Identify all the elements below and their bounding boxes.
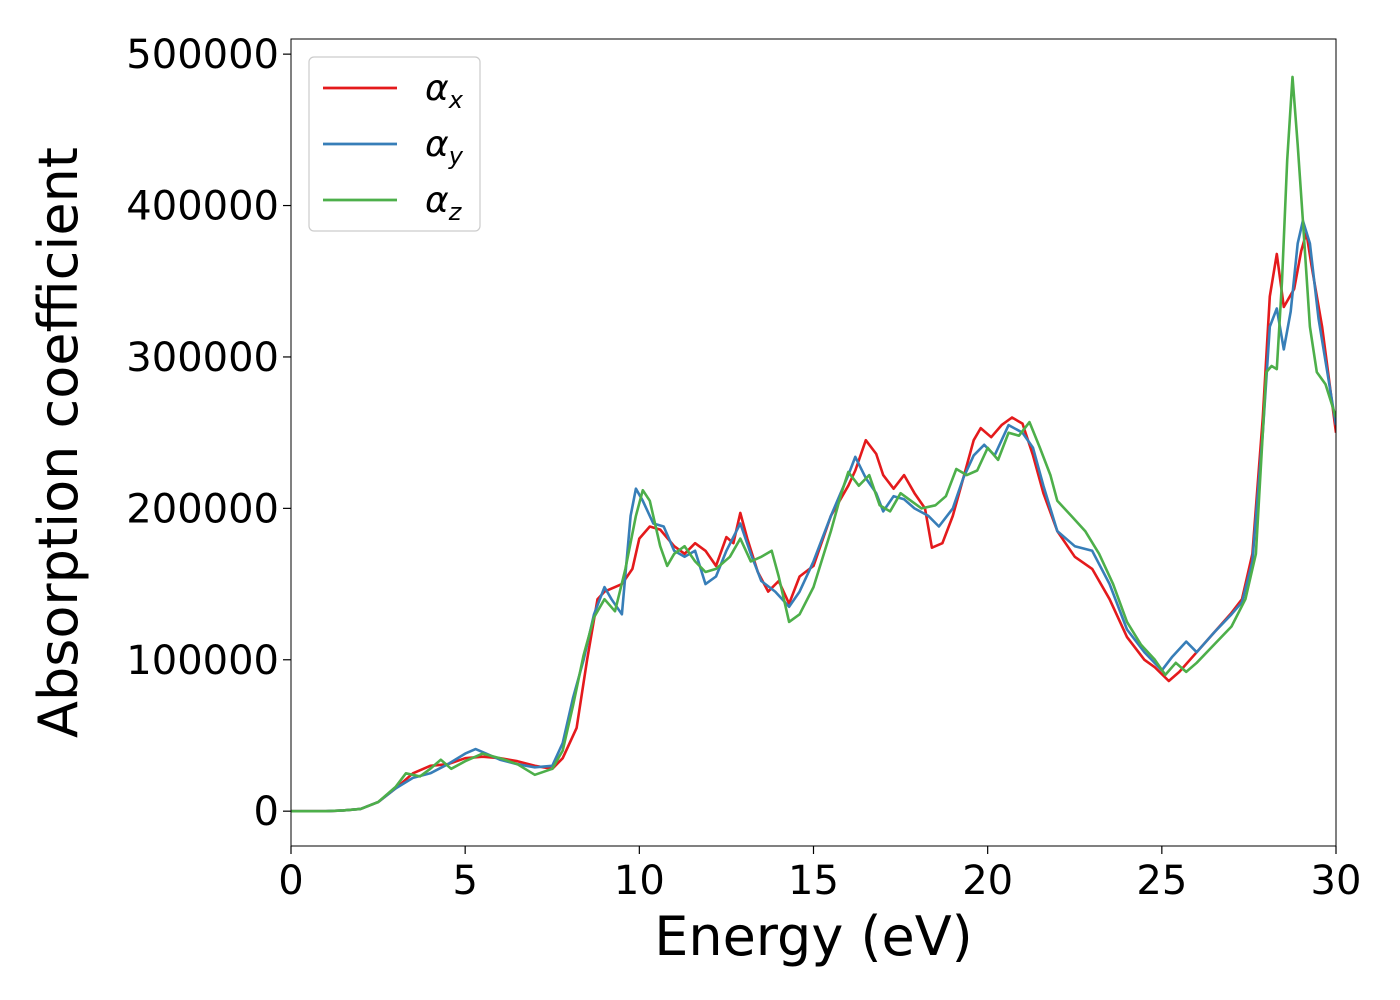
x-tick-label: 20 bbox=[962, 858, 1013, 904]
series-line-x bbox=[291, 231, 1336, 813]
series-line-z bbox=[291, 75, 1336, 813]
ticks-layer: 0 5 10 15 20 25 30 0 100000 200000 300000 400000 500… bbox=[126, 32, 1361, 904]
y-tick-label: 100000 bbox=[126, 638, 279, 684]
x-tick-label: 25 bbox=[1136, 858, 1187, 904]
series-layer bbox=[291, 75, 1336, 813]
series-line-y bbox=[291, 219, 1336, 813]
x-tick-label: 5 bbox=[452, 858, 477, 904]
x-tick-label: 30 bbox=[1311, 858, 1362, 904]
x-axis-title: Energy (eV) bbox=[654, 905, 973, 968]
y-tick-label: 0 bbox=[254, 789, 279, 835]
x-tick-label: 15 bbox=[788, 858, 839, 904]
y-tick-label: 400000 bbox=[126, 184, 279, 230]
x-tick-label: 0 bbox=[278, 858, 303, 904]
legend-label: αz bbox=[425, 180, 463, 226]
y-axis-title: Absorption coefficient bbox=[27, 147, 90, 738]
legend-label: αy bbox=[425, 124, 464, 170]
legend-label: αx bbox=[425, 68, 464, 114]
x-tick-label: 10 bbox=[614, 858, 665, 904]
y-tick-label: 200000 bbox=[126, 486, 279, 532]
legend: αx αy αz bbox=[308, 56, 481, 232]
y-tick-label: 500000 bbox=[126, 32, 279, 78]
y-tick-label: 300000 bbox=[126, 335, 279, 381]
